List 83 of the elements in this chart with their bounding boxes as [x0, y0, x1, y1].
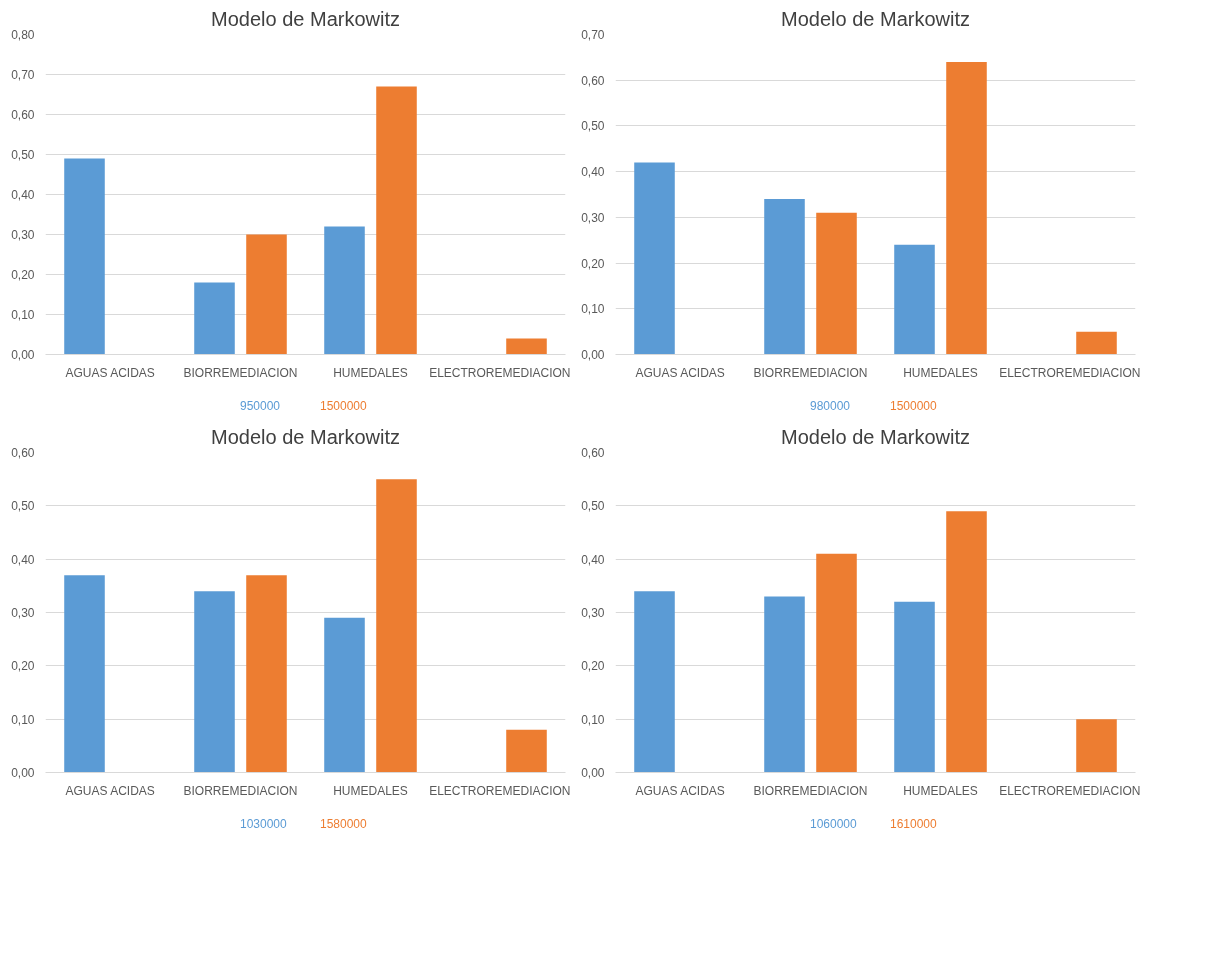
text: 1500000 — [890, 399, 937, 413]
bar — [816, 212, 857, 355]
bar — [946, 511, 987, 773]
y-tick-label: 0,10 — [11, 308, 35, 322]
bar — [194, 591, 235, 773]
bar — [376, 479, 417, 773]
text: 950000 — [240, 399, 281, 413]
bar — [376, 86, 417, 355]
y-tick-label: 0,60 — [11, 446, 35, 460]
x-tick-label: AGUAS ACIDAS — [65, 365, 155, 380]
y-tick-label: 0,30 — [11, 228, 35, 242]
bar — [1076, 719, 1117, 773]
y-tick-label: 0,10 — [581, 712, 605, 727]
bar — [1076, 331, 1117, 355]
bar — [634, 162, 675, 355]
x-tick-label: ELECTROREMEDIACION — [999, 783, 1141, 798]
bar — [64, 575, 105, 773]
y-tick-label: 0,00 — [581, 766, 605, 780]
bar — [246, 575, 287, 773]
y-tick-label: 0,50 — [11, 148, 35, 162]
bar — [324, 226, 365, 355]
y-tick-label: 0,20 — [581, 256, 605, 271]
bar — [894, 601, 935, 773]
chart-title: Modelo de Markowitz — [211, 425, 400, 448]
y-tick-label: 0,40 — [581, 552, 605, 567]
x-tick-label: BIORREMEDIACION — [183, 365, 298, 380]
y-tick-label: 0,40 — [581, 165, 605, 180]
y-tick-label: 0,50 — [581, 119, 605, 134]
bar — [64, 158, 105, 355]
y-tick-label: 0,30 — [11, 606, 35, 620]
x-tick-label: AGUAS ACIDAS — [635, 365, 725, 380]
y-tick-label: 0,00 — [11, 348, 35, 362]
chart-title: Modelo de Markowitz — [211, 7, 400, 30]
bar — [634, 591, 675, 773]
y-tick-label: 0,00 — [11, 766, 35, 780]
x-tick-label: ELECTROREMEDIACION — [429, 365, 571, 380]
y-tick-label: 0,70 — [581, 28, 605, 42]
chart-title: Modelo de Markowitz — [781, 7, 970, 30]
bar — [506, 729, 547, 773]
text: 980000 — [810, 399, 851, 413]
bar — [246, 234, 287, 355]
y-tick-label: 0,20 — [581, 659, 605, 674]
y-tick-label: 0,40 — [11, 188, 35, 202]
y-tick-label: 0,20 — [11, 659, 35, 674]
y-tick-label: 0,60 — [11, 108, 35, 122]
bar — [894, 244, 935, 355]
y-tick-label: 0,70 — [11, 68, 35, 82]
y-tick-label: 0,60 — [581, 73, 605, 88]
text: 1580000 — [320, 817, 367, 831]
bar — [816, 553, 857, 773]
y-tick-label: 0,10 — [581, 302, 605, 317]
text: 1060000 — [810, 817, 857, 831]
x-tick-label: HUMEDALES — [903, 365, 978, 380]
bar — [946, 61, 987, 355]
text: 1500000 — [320, 399, 367, 413]
y-tick-label: 0,40 — [11, 552, 35, 567]
y-tick-label: 0,50 — [581, 499, 605, 514]
chart-title: Modelo de Markowitz — [781, 425, 970, 448]
y-tick-label: 0,30 — [581, 606, 605, 620]
y-tick-label: 0,80 — [11, 28, 35, 42]
x-tick-label: AGUAS ACIDAS — [65, 783, 155, 798]
y-tick-label: 0,20 — [11, 268, 35, 282]
bar — [324, 617, 365, 773]
x-tick-label: HUMEDALES — [333, 783, 408, 798]
bar — [194, 282, 235, 355]
x-tick-label: HUMEDALES — [903, 783, 978, 798]
x-tick-label: BIORREMEDIACION — [753, 365, 868, 380]
x-tick-label: HUMEDALES — [333, 365, 408, 380]
x-tick-label: AGUAS ACIDAS — [635, 783, 725, 798]
text: 1030000 — [240, 817, 287, 831]
bar — [764, 199, 805, 355]
x-tick-label: BIORREMEDIACION — [183, 783, 298, 798]
bar — [764, 596, 805, 773]
y-tick-label: 0,10 — [11, 712, 35, 727]
y-tick-label: 0,60 — [581, 446, 605, 460]
y-tick-label: 0,30 — [581, 210, 605, 225]
bar — [506, 338, 547, 355]
text: 1610000 — [890, 817, 937, 831]
x-tick-label: ELECTROREMEDIACION — [429, 783, 571, 798]
x-tick-label: ELECTROREMEDIACION — [999, 365, 1141, 380]
x-tick-label: BIORREMEDIACION — [753, 783, 868, 798]
y-tick-label: 0,50 — [11, 499, 35, 514]
y-tick-label: 0,00 — [581, 348, 605, 362]
